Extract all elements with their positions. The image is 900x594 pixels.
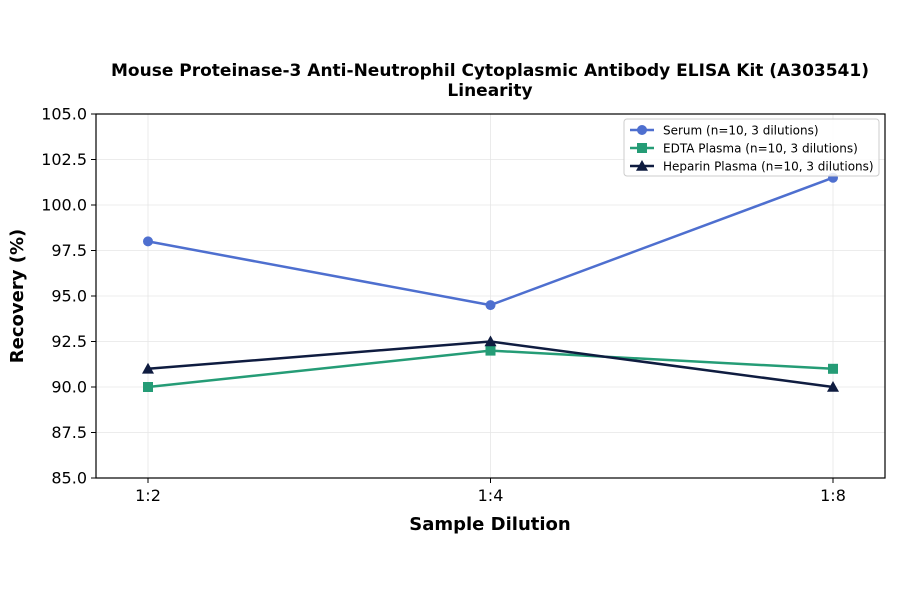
y-tick-label: 90.0 — [51, 378, 87, 397]
y-axis-label: Recovery (%) — [7, 229, 28, 363]
legend: Serum (n=10, 3 dilutions) EDTA Plasma (n=… — [623, 118, 880, 177]
data-point — [143, 236, 153, 247]
legend-item: Heparin Plasma (n=10, 3 dilutions) — [630, 160, 874, 174]
x-tick-label: 1:4 — [478, 486, 504, 505]
legend-marker — [636, 160, 648, 171]
data-point — [142, 362, 154, 374]
y-tick-label: 95.0 — [51, 287, 87, 306]
legend-label: EDTA Plasma (n=10, 3 dilutions) — [663, 142, 858, 156]
data-point — [485, 300, 496, 311]
data-point — [827, 381, 839, 392]
y-tick-label: 85.0 — [51, 469, 87, 488]
data-point — [143, 382, 153, 392]
y-tick-label: 100.0 — [41, 196, 87, 215]
data-point — [485, 345, 496, 356]
series-2 — [143, 345, 838, 392]
y-tick-label: 105.0 — [41, 105, 87, 124]
axes: 85.0 87.5 90.0 92.5 95.0 97.5 100.0 102.5 105.0 1… — [41, 105, 886, 505]
chart-title: Mouse Proteinase-3 Anti-Neutrophil Cytop… — [111, 61, 869, 81]
series-3 — [142, 335, 839, 392]
y-tick-label: 97.5 — [51, 241, 87, 260]
legend-item: EDTA Plasma (n=10, 3 dilutions) — [630, 142, 858, 156]
y-tick-label: 92.5 — [51, 332, 87, 351]
x-tick-label: 1:2 — [135, 486, 161, 505]
x-axis-label: Sample Dilution — [409, 514, 570, 535]
y-tick-label: 87.5 — [51, 423, 87, 442]
series-layer — [142, 172, 839, 392]
legend-item: Serum (n=10, 3 dilutions) — [630, 124, 819, 138]
legend-marker — [637, 143, 647, 153]
chart-subtitle: Linearity — [447, 81, 532, 101]
x-tick-label: 1:8 — [820, 486, 846, 505]
data-point — [484, 335, 497, 347]
legend-label: Serum (n=10, 3 dilutions) — [663, 124, 819, 138]
data-point — [828, 363, 838, 374]
legend-marker — [637, 125, 647, 135]
legend-box — [623, 118, 880, 177]
plot-frame — [95, 113, 886, 479]
legend-label: Heparin Plasma (n=10, 3 dilutions) — [663, 160, 874, 174]
y-tick-label: 102.5 — [41, 150, 87, 169]
